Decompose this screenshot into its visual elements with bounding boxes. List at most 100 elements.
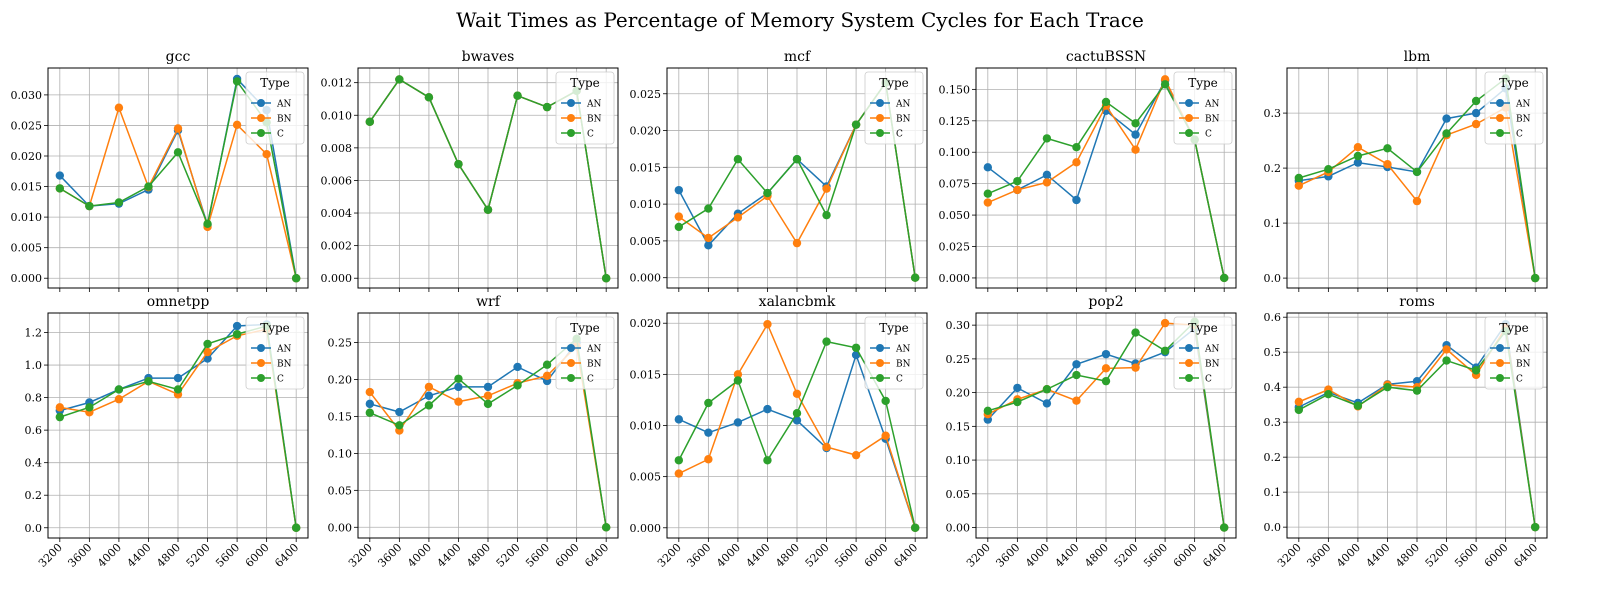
data-point-C bbox=[1072, 143, 1081, 152]
data-point-BN bbox=[262, 149, 271, 159]
data-point-C bbox=[365, 408, 375, 417]
y-tick-label: 0.4 bbox=[25, 457, 43, 470]
y-tick-label: 0.030 bbox=[11, 89, 43, 102]
legend-title: Type bbox=[879, 321, 909, 335]
y-tick-label: 0.0 bbox=[1264, 521, 1282, 534]
data-point-C bbox=[1072, 370, 1081, 380]
legend-label-AN: AN bbox=[1204, 345, 1219, 355]
data-point-C bbox=[232, 329, 242, 339]
legend-title: Type bbox=[879, 76, 909, 90]
data-point-C bbox=[365, 117, 375, 126]
data-point-C bbox=[114, 198, 124, 207]
data-point-AN bbox=[674, 415, 684, 424]
axes-frame bbox=[357, 67, 619, 289]
y-tick-label: 0.005 bbox=[630, 235, 662, 248]
x-tick-label: 4400 bbox=[125, 541, 154, 570]
x-tick-label: 3600 bbox=[684, 541, 713, 570]
legend-marker-BN bbox=[567, 359, 575, 367]
data-point-BN bbox=[792, 238, 802, 248]
data-point-C bbox=[203, 219, 212, 229]
x-tick-label: 5600 bbox=[523, 541, 552, 570]
x-tick-label: 5600 bbox=[1452, 541, 1481, 570]
x-tick-label: 6000 bbox=[1171, 541, 1200, 570]
legend-title: Type bbox=[260, 321, 290, 335]
data-point-BN bbox=[733, 213, 743, 222]
legend: Type AN BN C bbox=[245, 316, 305, 390]
subplot-title: roms bbox=[1399, 294, 1435, 310]
legend-marker-BN bbox=[257, 359, 265, 367]
data-point-C bbox=[1013, 397, 1022, 407]
x-tick-label: 3200 bbox=[346, 541, 375, 570]
legend-label-C: C bbox=[1516, 375, 1523, 385]
data-point-C bbox=[1324, 389, 1333, 399]
y-tick-label: 0.4 bbox=[1264, 381, 1282, 394]
subplot-title: omnetpp bbox=[147, 294, 210, 310]
x-tick-label: 3200 bbox=[36, 541, 65, 570]
legend-label-AN: AN bbox=[1204, 100, 1219, 110]
y-tick-label: 0.3 bbox=[1264, 107, 1282, 120]
legend-label-C: C bbox=[896, 130, 903, 140]
x-tick-label: 6400 bbox=[1511, 541, 1540, 570]
data-point-C bbox=[114, 385, 124, 394]
y-tick-label: 0.6 bbox=[1264, 311, 1282, 324]
legend-marker-BN bbox=[876, 114, 884, 122]
data-point-C bbox=[674, 456, 684, 465]
data-point-C bbox=[704, 204, 713, 213]
data-point-C bbox=[1471, 366, 1481, 375]
y-tick-label: 0.005 bbox=[11, 242, 43, 255]
legend-label-C: C bbox=[1205, 130, 1212, 140]
data-point-AN bbox=[1101, 349, 1111, 359]
y-tick-label: 0.012 bbox=[321, 77, 353, 90]
data-point-BN bbox=[203, 347, 212, 357]
legend-marker-AN bbox=[876, 99, 884, 107]
data-point-BN bbox=[1131, 363, 1140, 372]
legend-label-AN: AN bbox=[1515, 345, 1530, 355]
data-point-C bbox=[454, 159, 463, 169]
x-tick-label: 4000 bbox=[1334, 541, 1363, 570]
axes-frame bbox=[1286, 312, 1548, 539]
data-point-AN bbox=[704, 241, 713, 250]
legend-marker-BN bbox=[567, 114, 575, 122]
legend: Type AN BN C bbox=[864, 316, 924, 390]
y-tick-label: 0.010 bbox=[321, 109, 353, 122]
data-point-AN bbox=[365, 399, 375, 409]
data-point-C bbox=[395, 421, 404, 430]
y-tick-label: 0.015 bbox=[11, 181, 43, 194]
data-point-AN bbox=[1042, 399, 1052, 408]
y-tick-label: 0.25 bbox=[328, 337, 353, 350]
data-point-C bbox=[983, 406, 993, 416]
legend-label-BN: BN bbox=[896, 360, 911, 370]
data-point-BN bbox=[542, 371, 552, 381]
y-tick-label: 0.05 bbox=[328, 484, 353, 497]
y-tick-label: 0.10 bbox=[946, 454, 971, 467]
data-point-C bbox=[395, 75, 404, 84]
legend: Type AN BN C bbox=[1484, 71, 1544, 145]
legend-marker-BN bbox=[1185, 114, 1193, 122]
legend-box bbox=[1173, 71, 1233, 145]
data-point-C bbox=[1442, 129, 1451, 138]
data-point-C bbox=[1013, 176, 1022, 186]
data-point-AN bbox=[483, 382, 493, 392]
y-tick-label: 0.000 bbox=[939, 272, 971, 285]
data-point-C bbox=[1101, 97, 1111, 107]
y-tick-label: 0.10 bbox=[328, 447, 353, 460]
y-tick-label: 0.1 bbox=[1264, 217, 1282, 230]
x-tick-label: 4000 bbox=[405, 541, 434, 570]
x-tick-label: 3600 bbox=[65, 541, 94, 570]
data-point-C bbox=[822, 337, 831, 346]
legend-label-C: C bbox=[896, 375, 903, 385]
data-point-C bbox=[1294, 405, 1304, 415]
data-point-C bbox=[1101, 376, 1111, 386]
subplot-lbm: 0.0 0.1 0.2 0.3 lbm Type AN BN C bbox=[1264, 49, 1548, 292]
legend-label-BN: BN bbox=[1205, 115, 1220, 125]
x-tick-label: 4000 bbox=[95, 541, 124, 570]
data-point-C bbox=[851, 120, 861, 129]
legend-label-BN: BN bbox=[277, 115, 292, 125]
y-tick-label: 0.3 bbox=[1264, 416, 1282, 429]
legend-marker-AN bbox=[1185, 99, 1193, 107]
data-point-AN bbox=[1353, 158, 1363, 167]
legend-title: Type bbox=[1188, 76, 1218, 90]
y-tick-label: 0.15 bbox=[946, 420, 971, 433]
data-point-C bbox=[1412, 386, 1422, 395]
legend-box bbox=[864, 71, 924, 145]
